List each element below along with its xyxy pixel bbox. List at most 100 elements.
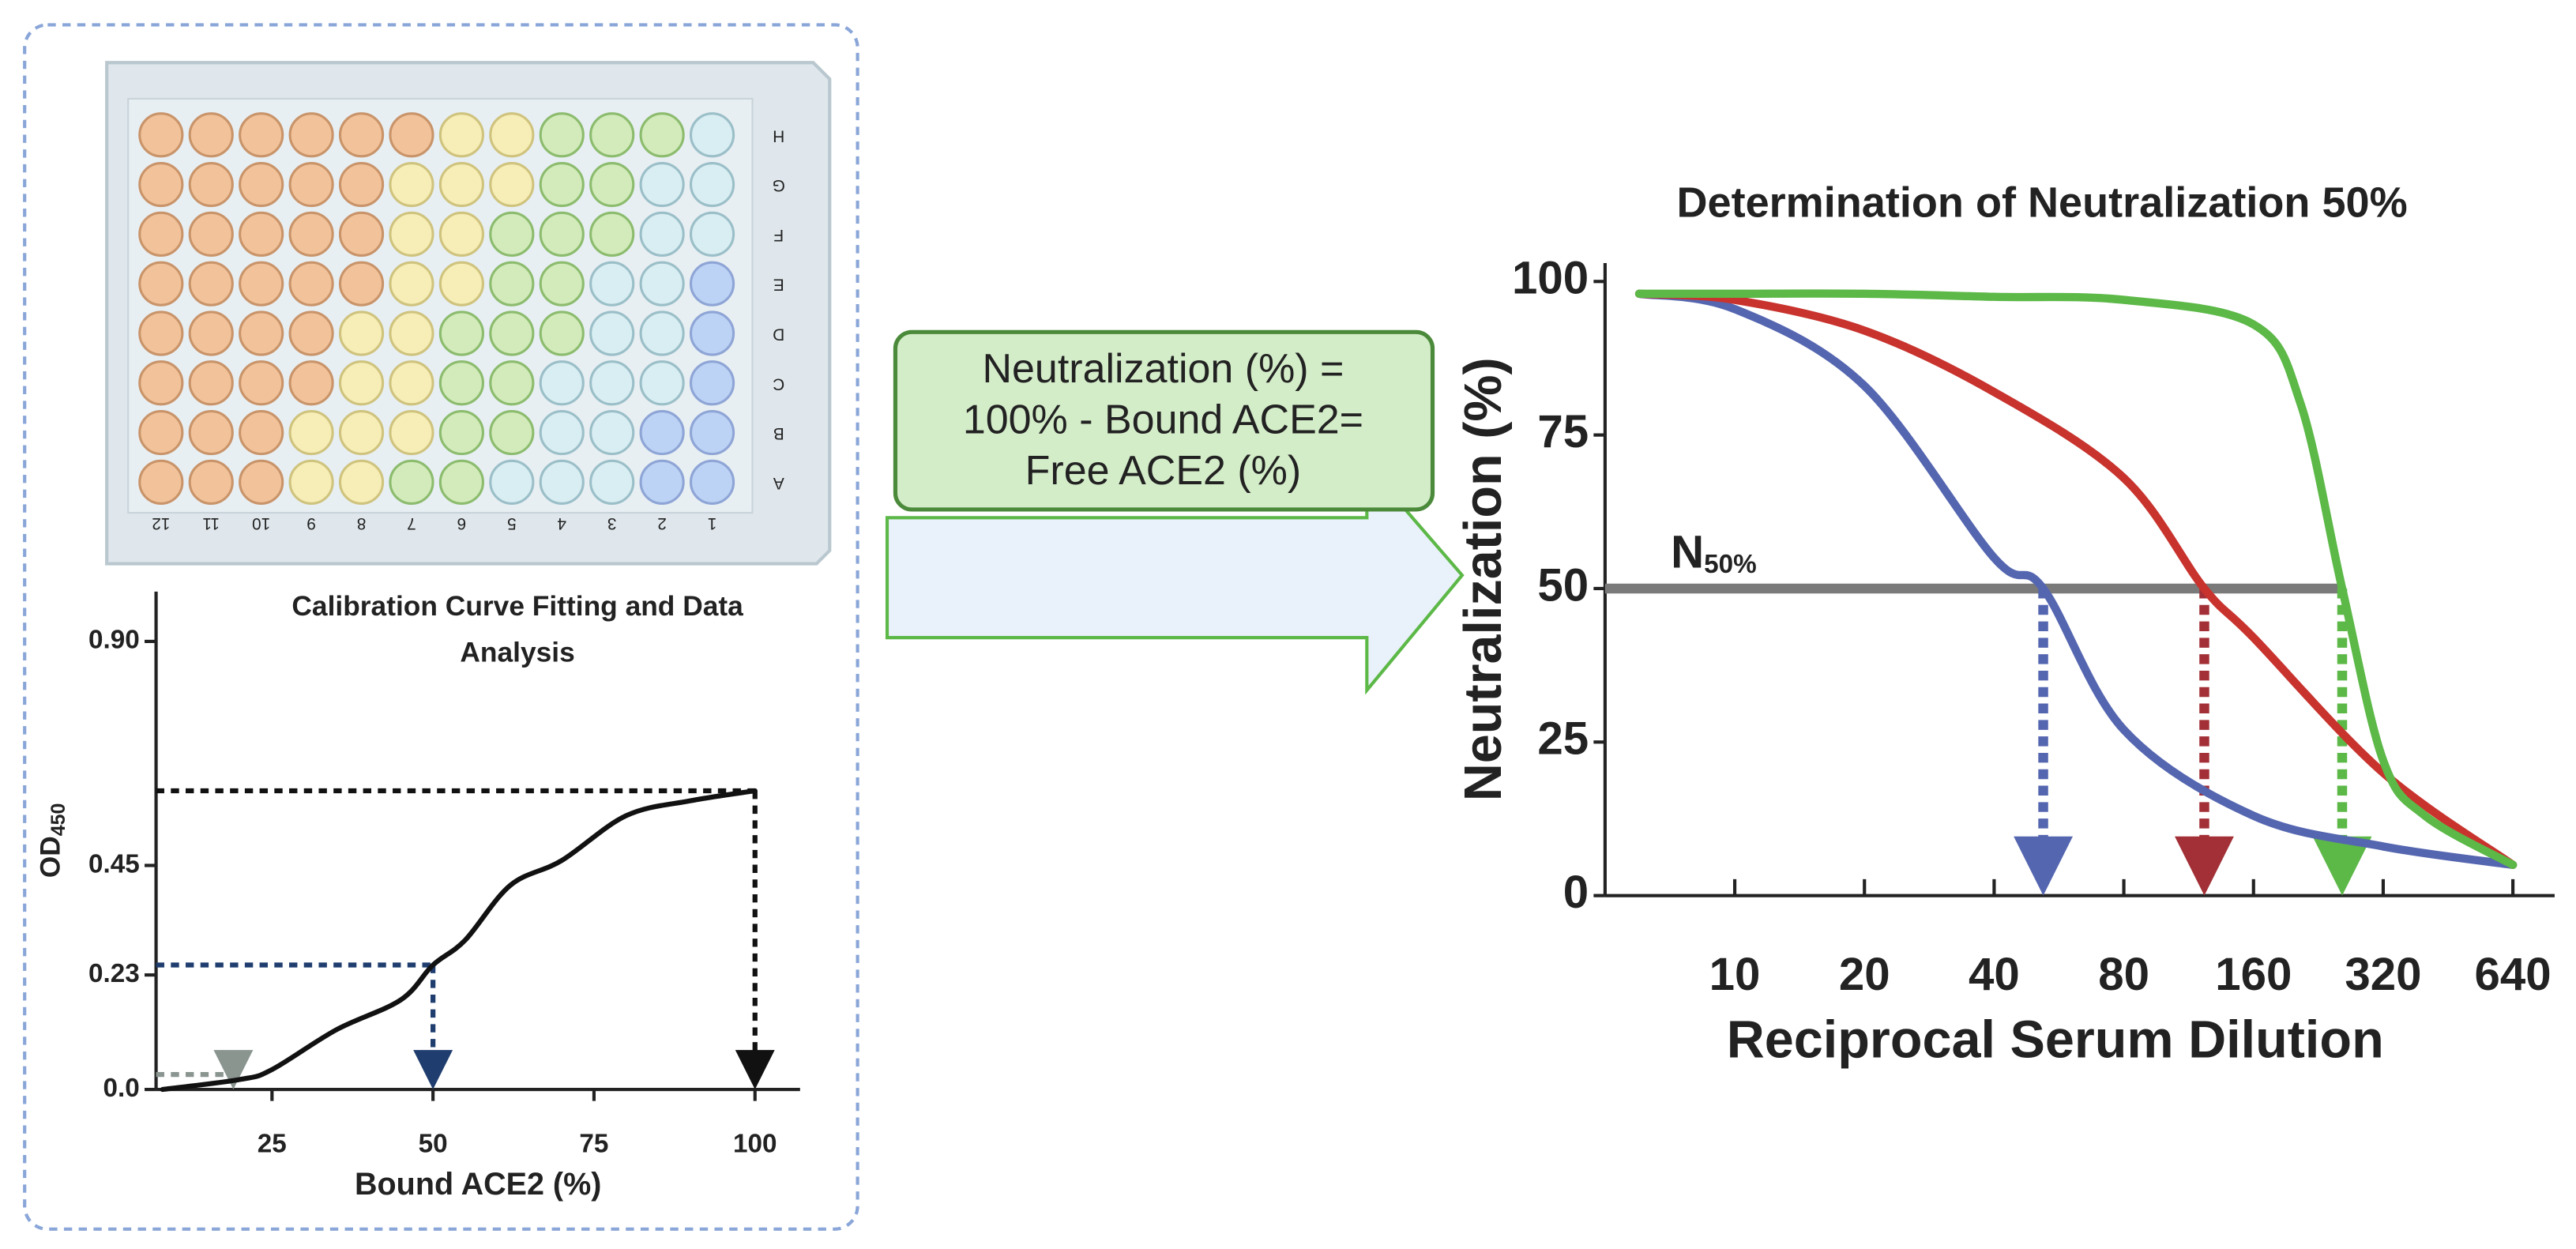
column-label: 8 xyxy=(357,514,367,532)
well xyxy=(539,261,585,307)
row-label: G xyxy=(773,176,785,194)
column-label: 1 xyxy=(708,514,717,532)
chart-title: Determination of Neutralization 50% xyxy=(1676,179,2407,226)
row-label: F xyxy=(773,226,784,244)
well xyxy=(539,211,585,257)
well xyxy=(138,161,184,208)
well xyxy=(589,112,635,158)
y-tick-label: 75 xyxy=(1537,406,1589,457)
column-label: 5 xyxy=(507,514,517,532)
y-axis-label-text: Neutralization (%) xyxy=(1454,357,1513,801)
column-label: 10 xyxy=(252,514,270,532)
row-label: D xyxy=(773,325,784,343)
well xyxy=(689,360,735,406)
well xyxy=(338,112,385,158)
well xyxy=(438,459,484,505)
well xyxy=(188,112,234,158)
well xyxy=(138,409,184,456)
well xyxy=(288,211,334,257)
well xyxy=(188,459,234,505)
y-tick-label: 100 xyxy=(1512,253,1589,304)
x-tick-label: 160 xyxy=(2215,949,2292,1000)
column-label: 4 xyxy=(557,514,566,532)
panel-border xyxy=(23,23,859,1231)
well xyxy=(288,459,334,505)
well xyxy=(438,360,484,406)
x-tick-label: 20 xyxy=(1839,949,1890,1000)
marker xyxy=(156,962,453,1090)
x-axis-label: Reciprocal Serum Dilution xyxy=(1727,1010,2384,1069)
well xyxy=(239,211,284,257)
row-label: C xyxy=(773,374,784,393)
well xyxy=(338,459,385,505)
formula-line: Free ACE2 (%) xyxy=(1025,448,1302,494)
well xyxy=(689,459,735,505)
well xyxy=(639,310,685,356)
well xyxy=(188,409,234,456)
well xyxy=(589,261,635,307)
well xyxy=(288,310,334,356)
well xyxy=(689,310,735,356)
well xyxy=(589,409,635,456)
formula-line: 100% - Bound ACE2= xyxy=(963,397,1363,442)
well xyxy=(138,360,184,406)
well xyxy=(338,211,385,257)
well xyxy=(689,161,735,208)
flow-arrow: Neutralization (%) = 100% - Bound ACE2= … xyxy=(885,329,1465,695)
well xyxy=(489,459,535,505)
well xyxy=(188,310,234,356)
well xyxy=(489,310,535,356)
column-label: 12 xyxy=(152,514,170,532)
plate: 12 11 10 9 8 7 6 5 4 3 2 1 H G F E D C B A xyxy=(105,61,832,566)
well xyxy=(689,112,735,158)
well xyxy=(438,211,484,257)
marker-arrowhead xyxy=(735,1050,775,1090)
well xyxy=(188,161,234,208)
y-axis-label: OD450 xyxy=(36,803,70,878)
well xyxy=(639,261,685,307)
well xyxy=(138,261,184,307)
y-tick-label: 0.0 xyxy=(103,1074,140,1103)
marker-arrowhead xyxy=(413,1050,453,1090)
y-tick-label: 25 xyxy=(1537,713,1589,765)
well xyxy=(389,409,434,456)
well xyxy=(138,459,184,505)
well xyxy=(589,211,635,257)
well xyxy=(489,211,535,257)
x-tick-label: 75 xyxy=(579,1130,608,1159)
x-axis-label: Bound ACE2 (%) xyxy=(355,1167,601,1202)
well xyxy=(239,459,284,505)
y-tick-label: 0.23 xyxy=(88,959,140,988)
well xyxy=(539,360,585,406)
curve xyxy=(1634,289,2518,869)
column-label: 6 xyxy=(457,514,467,532)
marker xyxy=(2175,588,2234,896)
well xyxy=(288,409,334,456)
well xyxy=(389,310,434,356)
well xyxy=(689,211,735,257)
well xyxy=(338,360,385,406)
x-tick-label: 40 xyxy=(1969,949,2020,1000)
column-label: 7 xyxy=(407,514,416,532)
well xyxy=(239,310,284,356)
well xyxy=(188,360,234,406)
x-tick-label: 100 xyxy=(733,1130,777,1159)
chart-title: Analysis xyxy=(460,637,574,668)
column-label: 11 xyxy=(202,514,220,532)
well xyxy=(589,360,635,406)
well xyxy=(639,211,685,257)
well xyxy=(389,211,434,257)
chart-title: Calibration Curve Fitting and Data xyxy=(291,591,743,622)
well xyxy=(438,261,484,307)
y-axis-label-text: OD xyxy=(36,836,66,878)
well xyxy=(338,261,385,307)
well xyxy=(288,261,334,307)
well xyxy=(338,409,385,456)
well xyxy=(589,161,635,208)
well xyxy=(389,161,434,208)
row-label: B xyxy=(773,424,784,442)
row-label: H xyxy=(773,126,784,145)
x-tick-label: 25 xyxy=(258,1130,287,1159)
well xyxy=(639,161,685,208)
